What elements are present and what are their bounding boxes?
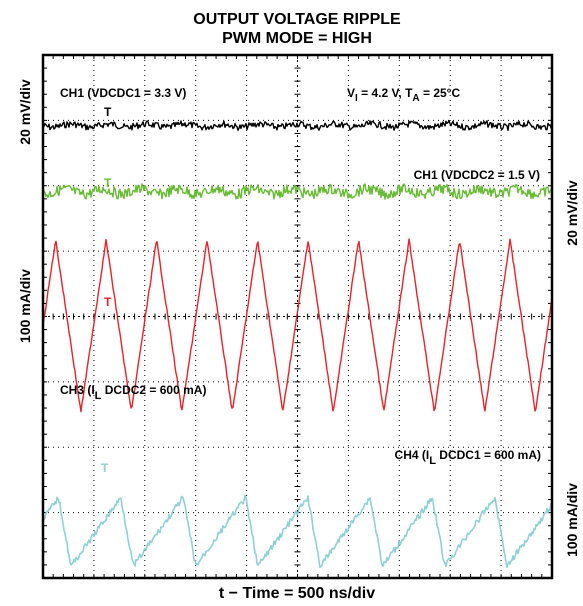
- series-trace-4: [42, 494, 553, 569]
- ch1-vdcdc1-label: CH1 (VDCDC1 = 3.3 V): [60, 86, 186, 100]
- right-axis-label-voltage: 20 mV/div: [564, 180, 580, 246]
- left-axis-label-current: 100 mA/div: [17, 269, 33, 343]
- conditions-label: VI = 4.2 V, TA = 25°C: [347, 86, 460, 104]
- ch3-il-dcdc2-label: CH3 (IL DCDC2 = 600 mA): [60, 383, 206, 402]
- right-axis-label-current: 100 mA/div: [564, 483, 580, 557]
- series-trace-3: [42, 238, 553, 413]
- plot-frame: [41, 53, 554, 580]
- ch4-il-dcdc1-label: CH4 (IL DCDC1 = 600 mA): [395, 448, 541, 467]
- left-axis-label-voltage: 20 mV/div: [17, 79, 33, 145]
- chart-title: OUTPUT VOLTAGE RIPPLE: [193, 11, 401, 28]
- ch4-trigger-marker: T: [101, 461, 109, 475]
- traces: [42, 119, 553, 569]
- x-axis-label: t − Time = 500 ns/div: [219, 585, 375, 602]
- ch1-trigger-marker: T: [104, 105, 112, 119]
- ch1-vdcdc2-label: CH1 (VDCDC2 = 1.5 V): [414, 168, 540, 182]
- ch2-trigger-marker: T: [104, 176, 112, 190]
- grid: [43, 55, 552, 578]
- chart-subtitle: PWM MODE = HIGH: [222, 30, 372, 47]
- ch3-trigger-marker: T: [104, 295, 112, 309]
- series-trace-1: [42, 119, 553, 132]
- series-trace-2: [42, 183, 553, 200]
